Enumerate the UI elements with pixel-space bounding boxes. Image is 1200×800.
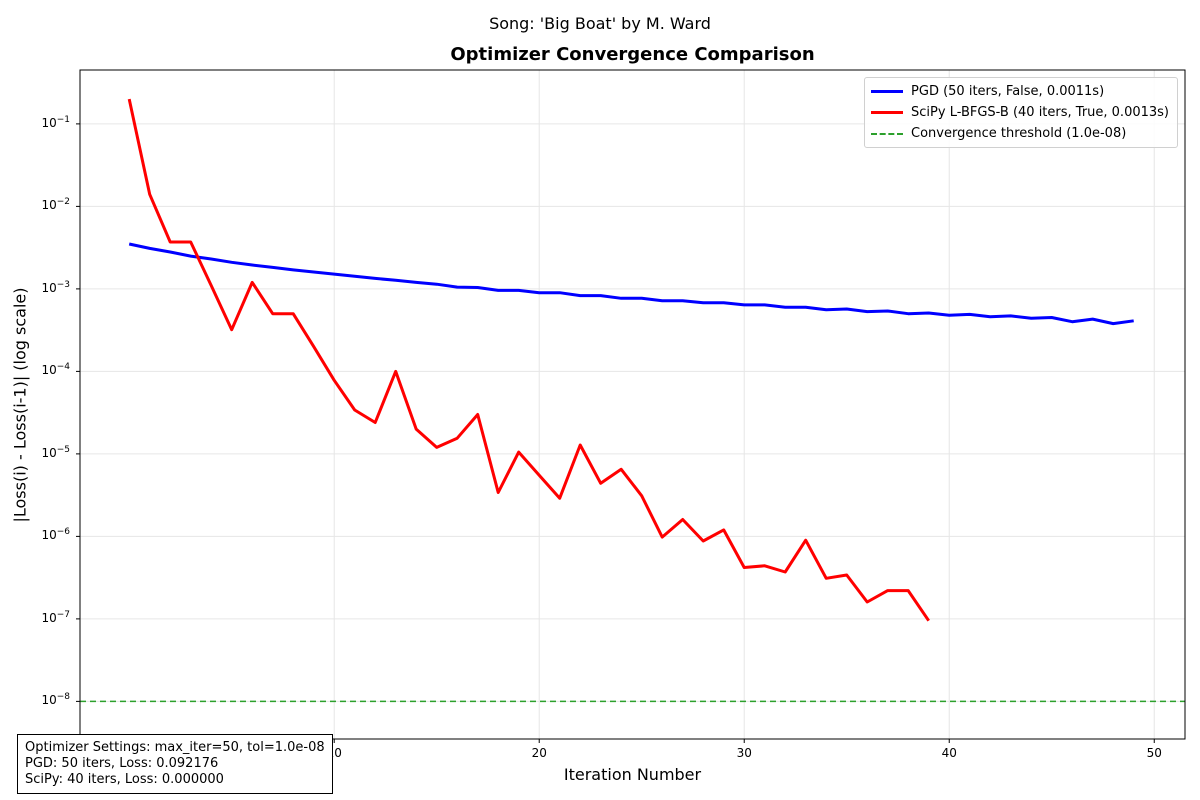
series-lines: [80, 98, 1185, 703]
legend-label-pgd: PGD (50 iters, False, 0.0011s): [911, 84, 1105, 99]
chart-title: Optimizer Convergence Comparison: [450, 44, 815, 65]
x-tick-label: 20: [531, 746, 547, 760]
legend-entry-scipy: SciPy L-BFGS-B (40 iters, True, 0.0013s): [871, 102, 1169, 123]
y-tick-label: 10−6: [41, 527, 70, 543]
legend-swatch-pgd: [871, 90, 904, 93]
legend-label-threshold: Convergence threshold (1.0e-08): [911, 126, 1127, 141]
scipy-summary-line: SciPy: 40 iters, Loss: 0.000000: [25, 772, 224, 787]
axes-frame: [79, 69, 1186, 740]
legend-entry-pgd: PGD (50 iters, False, 0.0011s): [871, 81, 1169, 102]
y-tick-label: 10−2: [41, 197, 70, 213]
x-tick-label: 40: [941, 746, 957, 760]
grid-lines: [80, 70, 1185, 739]
y-tick-label: 10−4: [41, 362, 70, 378]
y-axis-label: |Loss(i) - Loss(i-1)| (log scale): [10, 287, 30, 523]
legend-entry-threshold: Convergence threshold (1.0e-08): [871, 123, 1169, 144]
legend: PGD (50 iters, False, 0.0011s) SciPy L-B…: [864, 77, 1178, 148]
x-axis-label: Iteration Number: [563, 765, 702, 784]
legend-swatch-scipy: [871, 111, 904, 114]
y-tick-label: 10−3: [41, 279, 70, 295]
series-line-scipy: [127, 98, 930, 622]
tick-marks: [76, 123, 1155, 743]
optimizer-settings-box: Optimizer Settings: max_iter=50, tol=1.0…: [17, 734, 333, 794]
legend-label-scipy: SciPy L-BFGS-B (40 iters, True, 0.0013s): [911, 105, 1169, 120]
legend-swatch-threshold: [871, 132, 904, 135]
series-line-pgd: [128, 242, 1134, 326]
y-tick-label: 10−8: [41, 692, 70, 708]
x-tick-label: 30: [736, 746, 752, 760]
y-tick-label: 10−7: [41, 609, 70, 625]
x-tick-label: 50: [1146, 746, 1162, 760]
settings-line: Optimizer Settings: max_iter=50, tol=1.0…: [25, 740, 325, 755]
y-tick-label: 10−5: [41, 444, 70, 460]
chart-suptitle: Song: 'Big Boat' by M. Ward: [489, 14, 711, 33]
pgd-summary-line: PGD: 50 iters, Loss: 0.092176: [25, 756, 219, 771]
y-tick-label: 10−1: [41, 114, 70, 130]
